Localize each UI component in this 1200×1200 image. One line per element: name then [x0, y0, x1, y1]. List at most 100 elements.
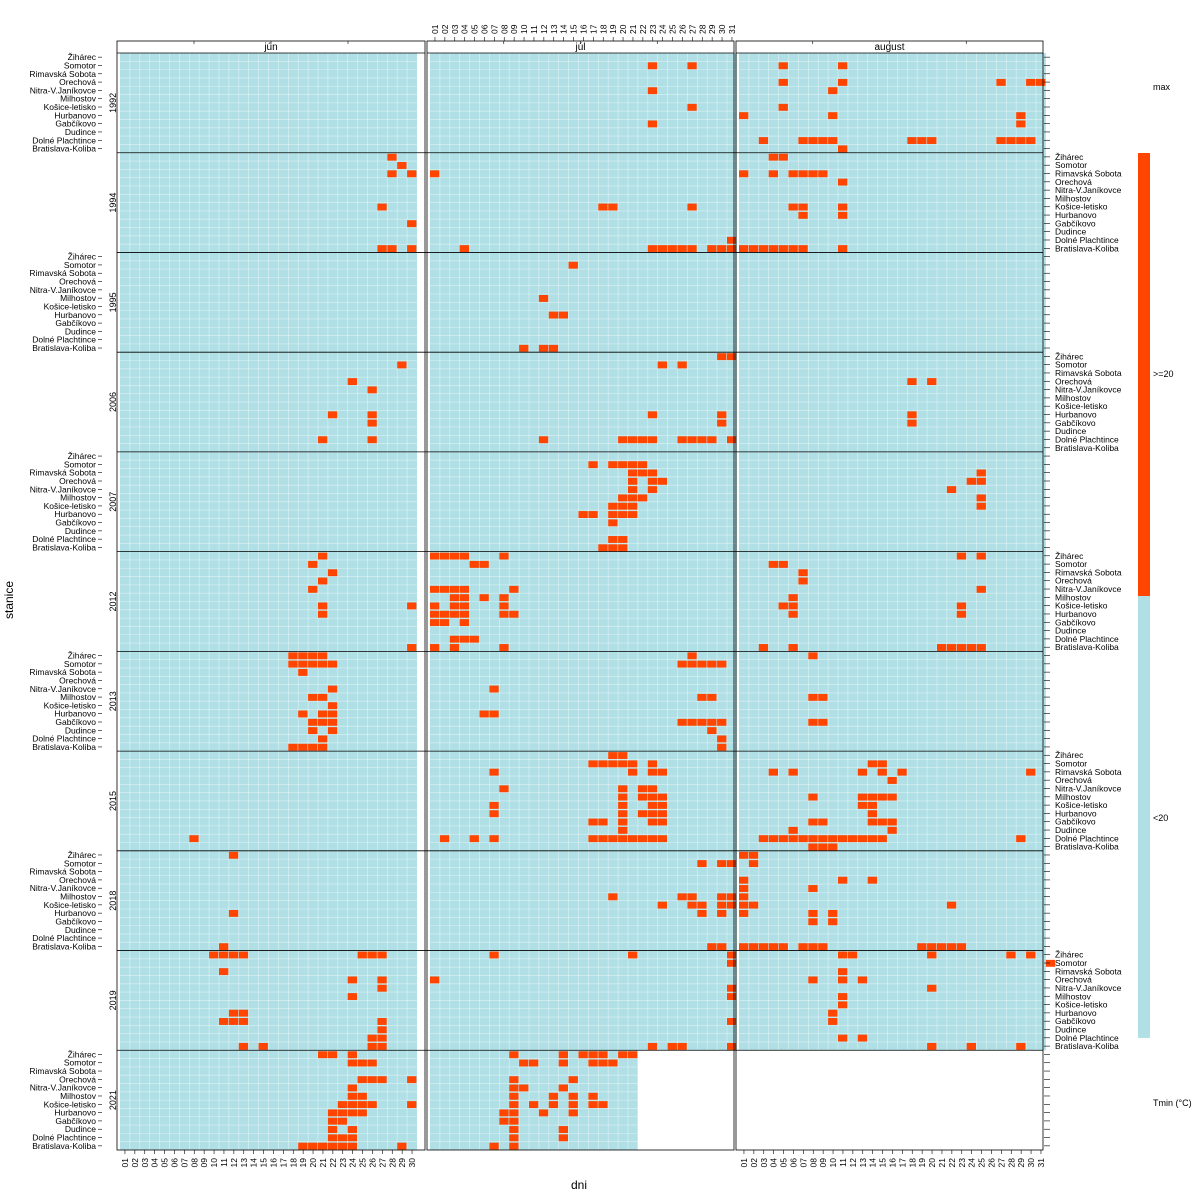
- hot-cell-2012-2-21: [937, 644, 947, 651]
- day-label: 28: [387, 1158, 397, 1168]
- day-label: 08: [808, 1158, 818, 1168]
- station-label-2012-0: Žihárec: [1055, 551, 1084, 561]
- hot-cell-1994-2-3: [758, 245, 769, 253]
- station-label-2018-4: Nitra-V.Janíkovce: [30, 883, 97, 893]
- hot-cell-2015-1-17: [588, 835, 598, 843]
- hot-cell-2018-0-12: [228, 909, 239, 917]
- station-label-1995-0: Žihárec: [68, 252, 97, 262]
- day-label: 04: [150, 1158, 160, 1168]
- station-label-1992-1: Somotor: [64, 60, 96, 70]
- hot-cell-2018-0-12: [228, 851, 239, 859]
- station-label-1995-5: Milhostov: [60, 293, 97, 303]
- station-label-1994-10: Dolné Plachtince: [1055, 235, 1119, 245]
- station-label-2018-2: Rimavská Sobota: [29, 867, 96, 877]
- hot-cell-2012-2-22: [946, 644, 957, 651]
- hot-cell-2007-1-22: [637, 461, 648, 469]
- hot-cell-2019-0-27: [377, 1034, 387, 1042]
- hot-cell-2012-1-2: [439, 619, 450, 627]
- day-label: 20: [618, 24, 628, 34]
- year-label-2015: 2015: [108, 791, 118, 811]
- day-label: 08: [499, 24, 509, 34]
- day-label: 10: [828, 1158, 838, 1168]
- hot-cell-2006-0-26: [367, 386, 377, 394]
- station-label-2013-0: Žihárec: [68, 651, 97, 661]
- hot-cell-2015-1-20: [618, 818, 628, 826]
- hot-cell-2015-1-20: [618, 826, 628, 834]
- hot-cell-2012-1-4: [459, 552, 469, 560]
- hot-cell-1994-0-30: [407, 170, 417, 178]
- day-axes: 01 02 03 04 05 06 07 08 09 10 11 12 13 14 15 16 17 18 19 20…: [120, 24, 1046, 1167]
- hot-cell-2015-1-23: [647, 810, 658, 818]
- hot-cell-2012-0-20: [308, 560, 318, 568]
- hot-cell-2015-2-16: [887, 818, 897, 826]
- hot-cell-2021-0-25: [357, 1092, 367, 1100]
- hot-cell-2015-1-20: [618, 801, 628, 809]
- hot-cell-2021-0-23: [337, 1101, 348, 1109]
- station-label-2021-0: Žihárec: [68, 1049, 97, 1059]
- hot-cell-2007-1-21: [628, 477, 638, 485]
- station-label-2007-11: Bratislava-Koliba: [32, 542, 96, 552]
- station-label-2018-8: Gabčíkovo: [55, 916, 96, 926]
- hot-cell-2007-1-20: [618, 536, 628, 543]
- hot-cell-2006-1-30: [717, 353, 727, 361]
- hot-cell-2007-2-25: [976, 494, 986, 502]
- hot-cell-2021-1-9: [509, 1142, 519, 1150]
- hot-cells: [189, 62, 1056, 1150]
- station-label-2015-5: Milhostov: [1055, 792, 1092, 802]
- station-label-2012-7: Hurbanovo: [1055, 609, 1097, 619]
- hot-cell-2015-1-20: [618, 760, 628, 768]
- hot-cell-1992-1-27: [687, 62, 697, 70]
- hot-cell-2015-1-22: [637, 793, 648, 801]
- hot-cell-2019-2-11: [838, 968, 848, 976]
- station-label-2015-9: Dudince: [1055, 825, 1086, 835]
- hot-cell-1995-1-13: [548, 344, 559, 352]
- hot-cell-2012-1-3: [449, 635, 460, 643]
- day-label: 24: [967, 1158, 977, 1168]
- station-label-1992-9: Dudince: [65, 127, 96, 137]
- hot-cell-2015-1-23: [647, 760, 658, 768]
- hot-cell-2013-0-21: [318, 735, 328, 743]
- hot-cell-2021-1-8: [499, 1117, 509, 1125]
- station-label-2015-8: Gabčíkovo: [1055, 817, 1096, 827]
- day-label: 16: [887, 1158, 897, 1168]
- hot-cell-2019-0-13: [238, 1009, 249, 1017]
- station-label-2012-10: Dolné Plachtince: [1055, 634, 1119, 644]
- hot-cell-2021-1-12: [538, 1109, 549, 1117]
- hot-cell-1992-2-10: [828, 87, 838, 95]
- hot-cell-2018-1-27: [687, 901, 697, 909]
- hot-cell-2013-0-22: [327, 702, 338, 710]
- hot-cell-2013-0-18: [288, 660, 298, 668]
- station-label-2021-8: Gabčíkovo: [55, 1116, 96, 1126]
- station-label-2006-5: Milhostov: [1055, 393, 1092, 403]
- hot-cell-2021-0-26: [367, 1059, 377, 1067]
- hot-cell-2012-0-20: [308, 585, 318, 593]
- hot-cell-1994-0-29: [397, 162, 407, 169]
- hot-cell-2019-0-27: [377, 1042, 387, 1050]
- day-label: 06: [169, 1158, 179, 1168]
- station-label-1995-2: Rimavská Sobota: [29, 268, 96, 278]
- hot-cell-2013-0-18: [288, 652, 298, 660]
- hot-cell-2018-1-30: [717, 901, 727, 909]
- hot-cell-2006-1-26: [677, 436, 687, 444]
- station-label-1992-3: Orechová: [59, 77, 96, 87]
- station-label-2007-5: Milhostov: [60, 493, 97, 503]
- hot-cell-2012-2-23: [956, 602, 967, 610]
- year-label-2021: 2021: [108, 1090, 118, 1110]
- hot-cell-2019-2-11: [838, 1034, 848, 1042]
- hot-cell-2021-0-29: [397, 1142, 407, 1150]
- hot-cell-2007-1-19: [608, 511, 618, 518]
- hot-cell-2021-1-14: [558, 1051, 568, 1059]
- hot-cell-2013-2-9: [818, 718, 828, 726]
- hot-cell-2013-0-20: [308, 727, 318, 735]
- hot-cell-2007-1-21: [628, 486, 638, 494]
- hot-cell-1994-2-7: [798, 203, 808, 211]
- hot-cell-1994-2-11: [838, 211, 848, 219]
- hot-cell-1994-2-7: [798, 245, 808, 253]
- hot-cell-2013-0-21: [318, 718, 328, 726]
- hot-cell-2015-2-3: [758, 835, 769, 843]
- year-label-1994: 1994: [108, 193, 118, 213]
- hot-cell-1994-2-7: [798, 211, 808, 219]
- hot-cell-2012-1-2: [439, 585, 450, 593]
- hot-cell-2018-1-31: [727, 901, 737, 909]
- day-label: 02: [130, 1158, 140, 1168]
